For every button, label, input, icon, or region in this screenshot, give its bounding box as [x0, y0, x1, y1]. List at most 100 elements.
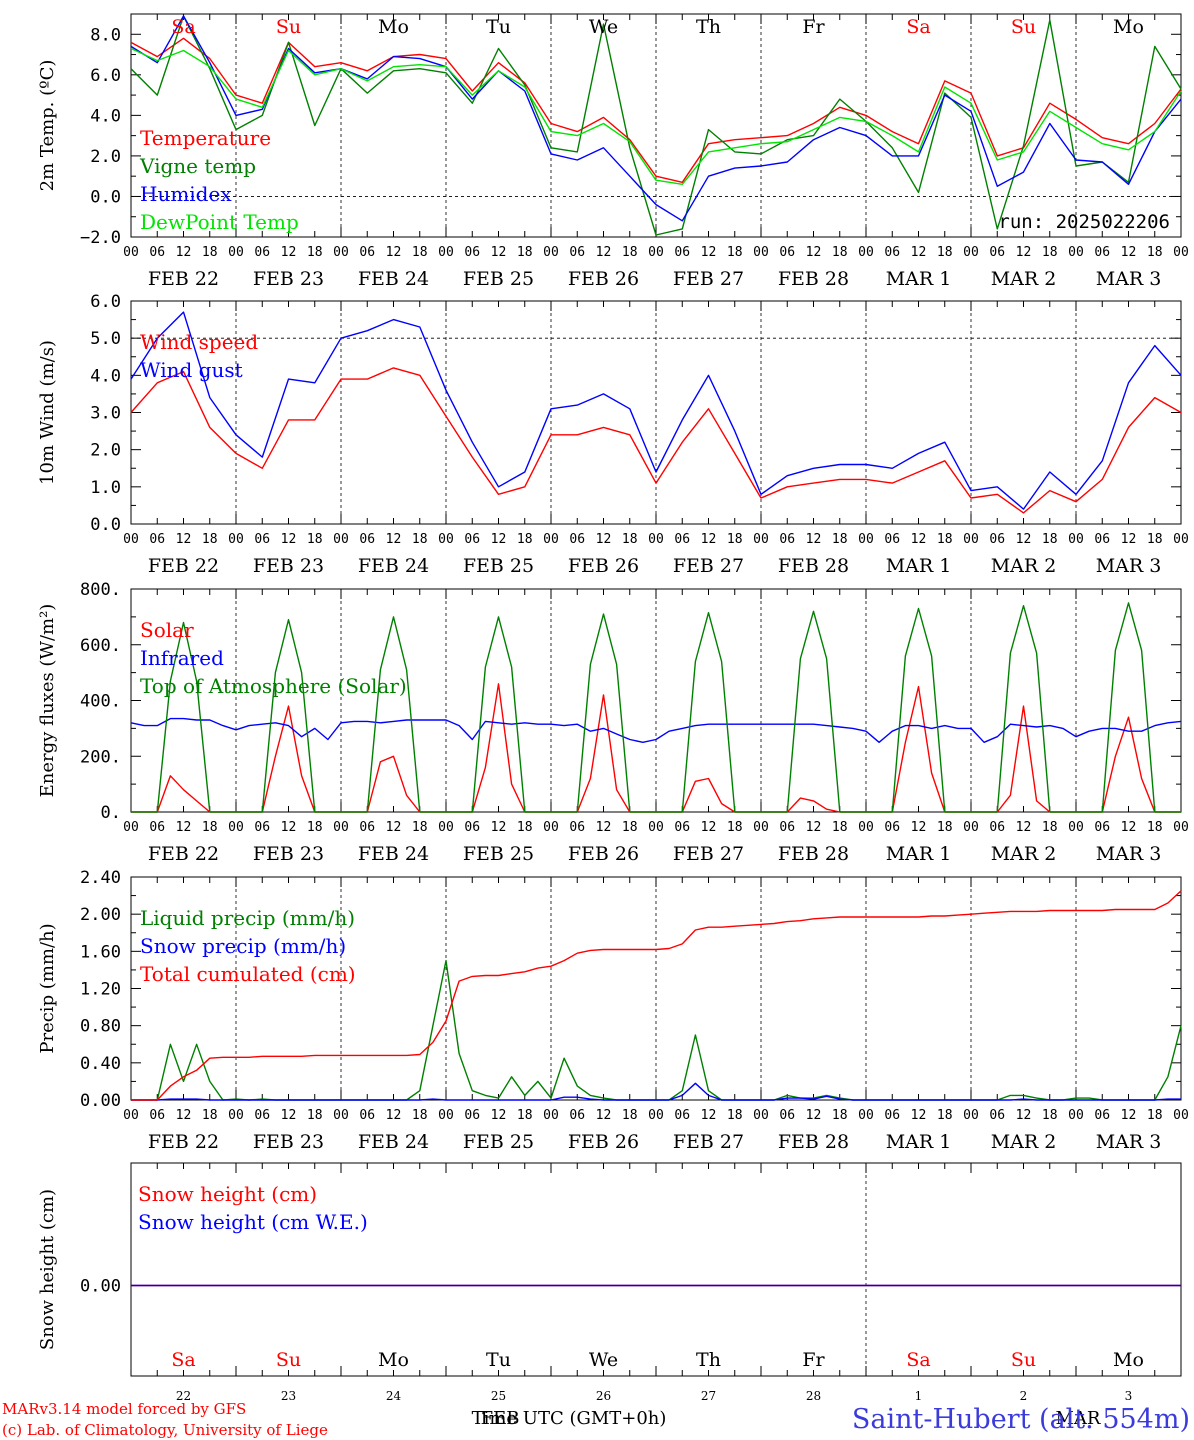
- date-label: FEB 23: [253, 843, 324, 865]
- hour-tick-label: 00: [123, 532, 139, 547]
- hour-tick-label: 06: [779, 532, 795, 547]
- hour-tick-label: 06: [149, 245, 165, 260]
- hour-tick-label: 00: [858, 1108, 874, 1123]
- y-tick-label: 0.: [101, 803, 121, 823]
- hour-tick-label: 12: [491, 1108, 507, 1123]
- hour-tick-label: 18: [202, 532, 218, 547]
- hour-tick-label: 00: [228, 532, 244, 547]
- hour-tick-label: 12: [281, 245, 297, 260]
- legend-entry: Wind speed: [140, 330, 258, 354]
- time-axis-month-feb: FEB: [481, 1408, 520, 1429]
- hour-tick-label: 18: [1042, 1108, 1058, 1123]
- hour-tick-label: 06: [884, 820, 900, 835]
- series-line: [131, 890, 1182, 1101]
- hour-tick-label: 00: [753, 532, 769, 547]
- hour-tick-label: 00: [228, 820, 244, 835]
- date-label: FEB 26: [568, 1131, 639, 1153]
- date-label: FEB 24: [358, 843, 429, 865]
- weekday-label: Fr: [802, 1349, 825, 1371]
- date-label: FEB 27: [673, 268, 744, 290]
- hour-tick-label: 06: [359, 532, 375, 547]
- series-line: [130, 15, 1182, 222]
- hour-tick-label: 06: [359, 820, 375, 835]
- date-label: MAR 1: [886, 1131, 952, 1153]
- hour-tick-label: 06: [569, 532, 585, 547]
- hour-tick-label: 12: [911, 1108, 927, 1123]
- y-tick-label: 0.0: [90, 187, 121, 207]
- day-number-label: 23: [281, 1389, 296, 1403]
- y-tick-label: 5.0: [90, 329, 121, 349]
- hour-tick-label: 12: [911, 245, 927, 260]
- hour-tick-label: 00: [123, 245, 139, 260]
- hour-tick-label: 06: [464, 1108, 480, 1123]
- hour-tick-label: 00: [963, 820, 979, 835]
- hour-tick-label: 06: [254, 820, 270, 835]
- hour-tick-label: 18: [832, 1108, 848, 1123]
- weekday-label: Sa: [906, 16, 930, 38]
- hour-tick-label: 18: [937, 532, 953, 547]
- hour-tick-label: 00: [1068, 532, 1084, 547]
- y-tick-label: 3.0: [90, 404, 121, 424]
- hour-tick-label: 00: [1173, 532, 1189, 547]
- hour-tick-label: 06: [464, 532, 480, 547]
- day-number-label: 1: [915, 1389, 923, 1403]
- day-number-label: 2: [1020, 1389, 1028, 1403]
- hour-tick-label: 06: [779, 245, 795, 260]
- hour-tick-label: 06: [569, 245, 585, 260]
- y-tick-label: 2.0: [90, 147, 121, 167]
- y-tick-label: 2.0: [90, 441, 121, 461]
- hour-tick-label: 18: [1042, 820, 1058, 835]
- weekday-label: Su: [276, 1349, 301, 1371]
- day-number-label: 25: [491, 1389, 506, 1403]
- panel-5: 0.00 Snow height (cm) Snow height (cm) Snow…: [37, 1162, 1182, 1403]
- weekday-label: Sa: [906, 1349, 930, 1371]
- date-label: FEB 23: [253, 1131, 324, 1153]
- hour-tick-label: 00: [963, 532, 979, 547]
- time-axis-label: Time UTC (GMT+0h): [472, 1408, 667, 1429]
- hour-tick-label: 00: [1068, 1108, 1084, 1123]
- date-label: MAR 2: [991, 555, 1057, 577]
- hour-tick-label: 18: [517, 532, 533, 547]
- hour-tick-label: 12: [596, 532, 612, 547]
- hour-tick-label: 18: [517, 245, 533, 260]
- hour-tick-label: 06: [779, 820, 795, 835]
- date-label: FEB 22: [148, 843, 219, 865]
- date-label: FEB 22: [148, 555, 219, 577]
- hour-tick-label: 00: [963, 1108, 979, 1123]
- date-label: FEB 22: [148, 1131, 219, 1153]
- hour-tick-label: 18: [412, 820, 428, 835]
- hour-tick-label: 12: [1016, 532, 1032, 547]
- y-tick-label: 800.: [80, 580, 121, 600]
- hour-tick-label: 12: [701, 820, 717, 835]
- y-tick-label: −2.0: [80, 228, 121, 248]
- hour-tick-label: 18: [1147, 820, 1163, 835]
- hour-tick-label: 12: [491, 245, 507, 260]
- weekday-label: We: [589, 1349, 618, 1371]
- date-label: MAR 3: [1096, 843, 1162, 865]
- hour-tick-label: 18: [832, 245, 848, 260]
- date-label: FEB 25: [463, 555, 534, 577]
- hour-tick-label: 18: [307, 532, 323, 547]
- hour-tick-label: 00: [438, 245, 454, 260]
- legend-entry: Solar: [140, 618, 194, 642]
- weekday-label: Su: [276, 16, 301, 38]
- hour-tick-label: 06: [149, 820, 165, 835]
- weekday-label: Fr: [802, 16, 825, 38]
- date-label: FEB 27: [673, 1131, 744, 1153]
- hour-tick-label: 12: [1016, 1108, 1032, 1123]
- hour-tick-label: 12: [701, 1108, 717, 1123]
- series-line: [130, 367, 1182, 514]
- hour-tick-label: 06: [464, 245, 480, 260]
- hour-tick-label: 12: [176, 532, 192, 547]
- hour-tick-label: 12: [596, 245, 612, 260]
- y-tick-label: 400.: [80, 692, 121, 712]
- panel-1: −2.0 0.0 2.0 4.0 6.0 8.0 2m Temp. (ºC) Temperat…: [37, 13, 1189, 290]
- hour-tick-label: 00: [858, 245, 874, 260]
- hour-tick-label: 00: [753, 245, 769, 260]
- legend-entry: Wind gust: [140, 358, 243, 382]
- hour-tick-label: 00: [438, 532, 454, 547]
- hour-tick-label: 12: [281, 532, 297, 547]
- hour-tick-label: 12: [806, 820, 822, 835]
- hour-tick-label: 12: [1016, 820, 1032, 835]
- hour-tick-label: 06: [884, 245, 900, 260]
